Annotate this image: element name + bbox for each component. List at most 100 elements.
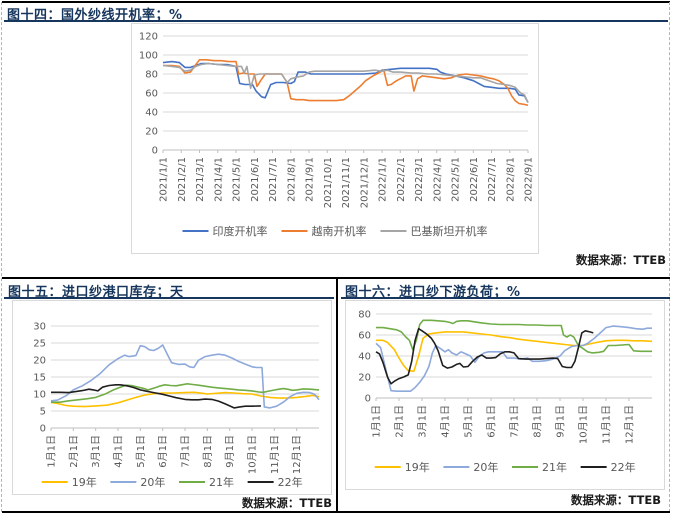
x-tick-label: 12月1日 <box>291 435 303 474</box>
series-line-2 <box>162 62 529 103</box>
y-tick-label: 10 <box>33 390 46 401</box>
fig14-title: 图十四：国外纱线开机率；% <box>7 8 183 23</box>
fig15-title: 图十五：进口纱港口库存；天 <box>8 285 184 300</box>
x-tick-label: 2021/7/1 <box>268 157 279 202</box>
legend-label-1: 越南开机率 <box>312 224 367 238</box>
y-tick-label: 80 <box>358 310 371 321</box>
fig15-line-chart: 0 5 10 15 20 25 30 1月1日 2月1日 3月1日 4月1日 5月1日 6月1日 7月1日… <box>12 300 332 495</box>
left-dashed-border <box>1 2 2 512</box>
x-tick-label: 2021/9/1 <box>305 157 316 202</box>
x-tick-label: 2022/2/1 <box>396 157 407 202</box>
x-tick-label: 4月1日 <box>113 435 125 468</box>
fig14-title-rule <box>4 20 668 22</box>
x-tick-label: 1月1日 <box>371 405 383 438</box>
x-tick-label: 5月1日 <box>135 435 147 468</box>
y-tick-label: 25 <box>33 339 46 350</box>
y-tick-label: 100 <box>139 51 158 62</box>
y-tick-label: 0 <box>365 394 371 405</box>
x-tick-label: 11月1日 <box>601 405 613 444</box>
legend-label-3: 22年 <box>278 475 303 489</box>
series-line-0 <box>50 391 320 408</box>
legend-label-2: 巴基斯坦开机率 <box>411 224 488 238</box>
legend-label-1: 20年 <box>473 460 498 474</box>
y-tick-label: 40 <box>145 108 158 119</box>
x-tick-label: 3月1日 <box>90 435 102 468</box>
series-line-2 <box>51 383 320 403</box>
legend-label-2: 21年 <box>209 475 234 489</box>
x-tick-label: 10月1日 <box>247 435 259 474</box>
legend-label-3: 22年 <box>611 460 636 474</box>
fig16-title-rule <box>341 297 670 299</box>
y-tick-label: 60 <box>358 331 371 342</box>
gridlines <box>51 325 319 429</box>
x-tick-label: 1月1日 <box>46 435 58 468</box>
x-tick-label: 8月1日 <box>202 435 214 468</box>
x-tick-label: 8月1日 <box>532 405 544 438</box>
x-tick-label: 9月1日 <box>555 405 567 438</box>
x-tick-label: 2021/6/1 <box>250 157 261 202</box>
y-tick-label: 80 <box>145 70 158 81</box>
x-tick-label: 6月1日 <box>486 405 498 438</box>
x-tick-label: 2月1日 <box>394 405 406 438</box>
x-tick-label: 2021/5/1 <box>232 157 243 202</box>
x-tick-label: 2021/12/1 <box>359 157 370 208</box>
x-tick-label: 2022/5/1 <box>451 157 462 202</box>
x-tick-label: 2022/9/1 <box>524 157 535 202</box>
y-tick-label: 0 <box>40 424 46 435</box>
y-tick-label: 30 <box>33 322 46 333</box>
x-tick-label: 2021/8/1 <box>286 157 297 202</box>
series-line-1 <box>375 325 652 392</box>
x-tick-label: 2022/3/1 <box>414 157 425 202</box>
fig16-line-chart: 0 20 40 60 80 1月1日 2月1日 3月1日 4月1日 5月1日 6月1日 7月1日 8月1… <box>345 300 665 490</box>
y-tick-label: 15 <box>33 373 46 384</box>
legend-label-0: 19年 <box>72 475 97 489</box>
y-tick-label: 20 <box>358 373 371 384</box>
y-tick-label: 5 <box>40 407 46 418</box>
series-line-1 <box>50 344 320 409</box>
x-tick-label: 7月1日 <box>509 405 521 438</box>
x-tick-label: 6月1日 <box>157 435 169 468</box>
series-line-3 <box>375 327 594 385</box>
y-tick-label: 60 <box>145 89 158 100</box>
y-tick-label: 20 <box>33 356 46 367</box>
series-line-1 <box>163 58 529 107</box>
fig14-line-chart: 0 20 40 60 80 100 120 2021/1/1 2021/2/1 2021/3/1 2… <box>131 23 539 254</box>
mid-divider-line <box>2 277 670 279</box>
x-tick-label: 2022/6/1 <box>469 157 480 202</box>
legend-label-0: 19年 <box>405 460 430 474</box>
y-tick-label: 20 <box>145 127 158 138</box>
x-tick-label: 2021/3/1 <box>195 157 206 202</box>
x-tick-label: 7月1日 <box>180 435 192 468</box>
x-tick-label: 5月1日 <box>463 405 475 438</box>
fig15-title-rule <box>4 297 334 299</box>
y-tick-label: 120 <box>139 32 158 43</box>
fig16-source: 数据来源：TTEB <box>570 493 661 507</box>
legend-label-2: 21年 <box>542 460 567 474</box>
x-tick-label: 12月1日 <box>624 405 636 444</box>
x-tick-label: 2月1日 <box>68 435 80 468</box>
gridlines <box>163 35 528 151</box>
bottom-panel-divider <box>336 279 338 512</box>
x-tick-label: 2021/1/1 <box>159 157 170 202</box>
y-tick-label: 40 <box>358 352 371 363</box>
fig15-source: 数据来源：TTEB <box>241 496 332 510</box>
x-tick-label: 2022/7/1 <box>487 157 498 202</box>
legend-label-0: 印度开机率 <box>213 224 268 238</box>
right-dashed-border <box>669 2 670 512</box>
x-tick-label: 11月1日 <box>269 435 281 474</box>
bottom-border-line <box>2 511 670 513</box>
series-line-0 <box>376 331 653 372</box>
x-tick-label: 2021/10/1 <box>323 157 334 208</box>
x-tick-label: 2021/11/1 <box>341 157 352 208</box>
x-tick-label: 4月1日 <box>440 405 452 438</box>
top-border-line <box>2 1 670 3</box>
legend-label-1: 20年 <box>140 475 165 489</box>
x-tick-label: 2022/1/1 <box>378 157 389 202</box>
series-line-3 <box>51 384 261 409</box>
fig14-source: 数据来源：TTEB <box>575 253 666 267</box>
x-tick-label: 10月1日 <box>578 405 590 444</box>
x-tick-label: 2022/4/1 <box>432 157 443 202</box>
x-tick-label: 9月1日 <box>224 435 236 468</box>
x-tick-label: 3月1日 <box>417 405 429 438</box>
